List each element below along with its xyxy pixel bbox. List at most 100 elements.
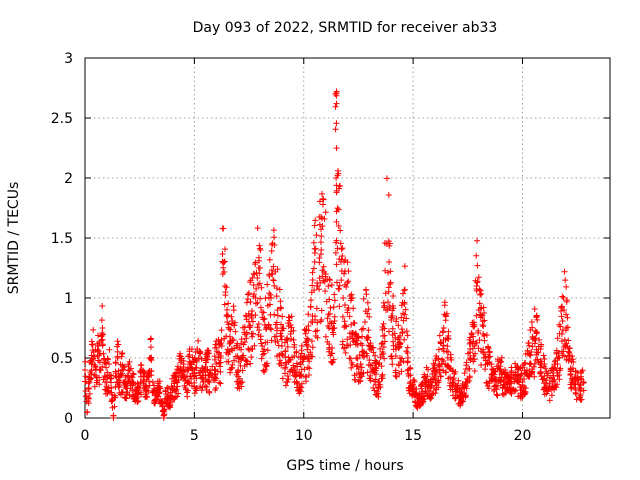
data-point	[85, 394, 92, 401]
data-point	[474, 262, 481, 269]
data-point	[127, 365, 134, 372]
data-point	[343, 283, 350, 290]
data-point	[117, 371, 124, 378]
data-point	[288, 324, 295, 331]
data-point	[358, 326, 365, 333]
data-point	[254, 275, 261, 282]
data-point	[324, 322, 331, 329]
data-point	[478, 290, 485, 297]
data-point	[481, 309, 488, 316]
data-point	[302, 339, 309, 346]
data-point	[432, 368, 439, 375]
data-point	[394, 336, 401, 343]
data-point	[258, 355, 265, 362]
data-point	[98, 332, 105, 339]
data-point	[96, 374, 103, 381]
data-point	[563, 340, 570, 347]
data-point	[224, 319, 231, 325]
data-point	[529, 333, 536, 340]
y-tick-label: 0	[64, 411, 73, 427]
data-point	[316, 221, 323, 228]
data-point	[206, 389, 213, 396]
data-point	[308, 338, 315, 345]
data-point	[416, 403, 423, 410]
data-point	[353, 355, 360, 361]
data-point	[350, 305, 357, 312]
data-point	[253, 285, 260, 292]
data-point	[413, 403, 420, 410]
data-point	[297, 359, 304, 366]
data-point	[425, 382, 432, 389]
data-point	[531, 340, 538, 347]
data-point	[558, 307, 565, 314]
data-point	[219, 251, 226, 258]
data-point	[498, 358, 505, 365]
x-tick-label: 15	[404, 428, 422, 444]
data-point	[445, 375, 452, 382]
data-point	[494, 382, 501, 389]
data-point	[223, 313, 230, 320]
data-point	[204, 356, 211, 363]
data-point	[481, 351, 488, 358]
data-point	[91, 383, 98, 390]
data-point	[347, 342, 354, 349]
data-point	[161, 411, 168, 418]
data-point	[118, 372, 125, 379]
y-tick-label: 1	[64, 291, 73, 307]
data-point	[514, 366, 521, 373]
data-point	[524, 350, 531, 357]
data-point	[547, 367, 554, 374]
data-point	[485, 344, 492, 351]
data-point	[185, 353, 192, 360]
data-point	[217, 352, 224, 359]
data-point	[221, 259, 228, 266]
data-point	[314, 327, 321, 334]
data-point	[200, 368, 207, 375]
data-point	[316, 254, 323, 261]
data-point	[268, 247, 275, 254]
data-point	[331, 291, 338, 298]
data-point	[217, 359, 224, 366]
data-point	[336, 282, 343, 289]
data-point	[134, 398, 141, 405]
data-point	[401, 287, 408, 294]
data-point	[364, 299, 371, 306]
data-point	[277, 305, 284, 312]
data-point	[246, 290, 253, 297]
data-point	[196, 369, 203, 376]
data-point	[104, 356, 111, 363]
data-point	[474, 279, 481, 286]
data-point	[297, 372, 304, 379]
data-point	[372, 360, 379, 367]
data-point	[562, 277, 569, 284]
data-point	[326, 276, 333, 283]
data-point	[387, 279, 394, 286]
data-point	[195, 337, 202, 344]
data-point	[508, 367, 515, 374]
data-point	[499, 384, 506, 391]
data-point	[541, 355, 548, 362]
data-point	[211, 366, 218, 373]
y-tick-label: 1.5	[51, 231, 73, 247]
data-point	[395, 322, 402, 329]
data-point	[472, 350, 479, 357]
data-point	[389, 361, 396, 368]
data-point	[286, 357, 293, 364]
data-point	[98, 317, 105, 324]
data-point	[440, 357, 447, 364]
data-point	[536, 336, 543, 343]
data-point	[276, 357, 283, 364]
data-point	[497, 377, 504, 384]
data-point	[407, 372, 414, 379]
data-point	[88, 341, 95, 348]
data-point	[577, 396, 584, 403]
data-point	[198, 356, 205, 363]
data-point	[254, 225, 261, 232]
data-point	[217, 363, 224, 370]
data-point	[476, 300, 483, 307]
data-point	[268, 294, 275, 301]
data-point	[293, 379, 300, 386]
data-point	[275, 342, 282, 349]
data-point	[213, 361, 220, 367]
data-point	[270, 263, 277, 270]
